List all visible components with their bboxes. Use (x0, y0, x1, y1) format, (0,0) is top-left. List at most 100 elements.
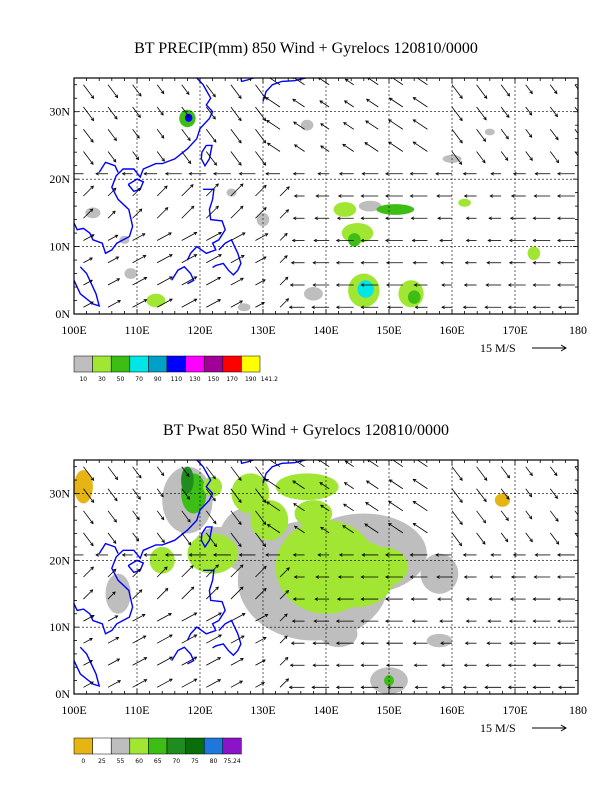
wind-arrowhead (553, 472, 558, 477)
wind-arrow (500, 510, 509, 521)
wind-arrowhead (284, 656, 289, 661)
wind-arrow (107, 234, 118, 241)
wind-arrow (500, 151, 509, 161)
wind-arrow (230, 564, 244, 578)
wind-arrowhead (292, 553, 297, 557)
wind-arrowhead (532, 305, 537, 310)
wind-arrow (413, 141, 428, 152)
wind-arrow (83, 301, 94, 308)
wind-arrowhead (337, 194, 342, 198)
wind-arrowhead (490, 171, 494, 176)
wind-arrowhead (441, 283, 445, 287)
wind-arrowhead (385, 194, 389, 198)
wind-arrowhead (532, 641, 537, 645)
wind-arrowhead (532, 619, 537, 623)
wind-arrowhead (336, 597, 341, 601)
wind-arrowhead (143, 657, 148, 661)
wind-arrowhead (387, 685, 391, 690)
wind-arrowhead (558, 685, 562, 690)
wind-arrow (451, 466, 463, 481)
wind-arrow (83, 234, 95, 241)
wind-arrowhead (212, 93, 216, 98)
wind-arrowhead (90, 185, 94, 190)
wind-arrowhead (320, 123, 324, 127)
wind-arrowhead (90, 477, 95, 481)
wind-arrowhead (462, 171, 467, 176)
wind-arrowhead (262, 117, 267, 122)
wind-arrowhead (555, 518, 559, 522)
wind-arrowhead (557, 216, 561, 221)
coastline (74, 646, 101, 688)
wind-arrow (132, 614, 146, 622)
wind-arrowhead (160, 111, 164, 116)
wind-arrow (132, 276, 147, 286)
wind-arrow (367, 78, 379, 86)
wind-arrow (266, 120, 281, 130)
wind-arrowhead (554, 495, 558, 500)
wind-arrow (255, 233, 268, 241)
wind-arrowhead (137, 114, 141, 119)
wind-arrow (181, 488, 190, 500)
panel-1-title: BT PRECIP(mm) 850 Wind + Gyrelocs 120810… (134, 40, 478, 57)
lon-label: 170E (502, 703, 527, 717)
legend-swatch (92, 737, 112, 755)
wind-arrowhead (482, 159, 486, 164)
wind-arrowhead (465, 619, 470, 623)
wind-arrowhead (264, 614, 269, 618)
wind-arrow (476, 84, 488, 99)
wind-arrow (156, 254, 173, 264)
wind-arrow (345, 460, 354, 468)
wind-arrowhead (510, 194, 515, 198)
wind-arrowhead (135, 537, 140, 542)
wind-arrowhead (137, 496, 141, 500)
wind-arrow (206, 205, 219, 219)
wind-arrow (181, 612, 197, 622)
wind-arrow (83, 510, 94, 524)
wind-arrowhead (557, 238, 561, 243)
shaded-region (458, 198, 471, 207)
wind-arrow (83, 84, 94, 99)
wind-arrowhead (190, 205, 195, 210)
wind-arrowhead (161, 539, 165, 544)
wind-arrowhead (553, 90, 558, 95)
wind-arrow (83, 151, 94, 165)
wind-arrow (525, 466, 533, 476)
wind-arrowhead (441, 685, 445, 690)
wind-arrow (107, 466, 118, 480)
wind-arrow (320, 145, 330, 152)
wind-arrowhead (532, 663, 537, 668)
wind-arrowhead (557, 619, 561, 623)
wind-arrowhead (311, 305, 315, 310)
lon-label: 140E (313, 323, 338, 337)
wind-arrow (181, 466, 190, 477)
wind-arrow (525, 488, 533, 497)
shaded-region (187, 533, 238, 574)
wind-arrow (279, 678, 289, 688)
shaded-region (124, 268, 137, 279)
wind-arrowhead (532, 216, 537, 221)
wind-arrowhead (113, 518, 117, 523)
legend-swatch (129, 355, 149, 373)
wind-arrowhead (218, 231, 222, 236)
wind-arrowhead (439, 238, 443, 243)
wind-arrowhead (581, 116, 584, 119)
wind-arrowhead (506, 474, 511, 479)
wind-arrow (205, 466, 216, 479)
wind-arrowhead (335, 260, 340, 265)
wind-arrowhead (213, 162, 218, 166)
wind-arrow (476, 129, 486, 142)
scale-label: 15 M/S (480, 721, 516, 735)
wind-arrowhead (388, 522, 392, 527)
wind-arrowhead (528, 111, 533, 116)
wind-arrowhead (365, 120, 369, 124)
wind-arrowhead (288, 685, 293, 690)
wind-arrow (206, 276, 221, 286)
wind-arrow (416, 460, 428, 468)
wind-arrowhead (135, 156, 140, 161)
wind-arrowhead (529, 157, 533, 161)
wind-arrow (132, 106, 141, 118)
wind-arrowhead (164, 566, 168, 571)
shaded-region (420, 553, 459, 594)
map-panel-2: 30N 20N 10N 0N 100E 110E 120E 130E 140E 150E 160E 1… (49, 459, 587, 765)
map-shading (74, 78, 584, 314)
